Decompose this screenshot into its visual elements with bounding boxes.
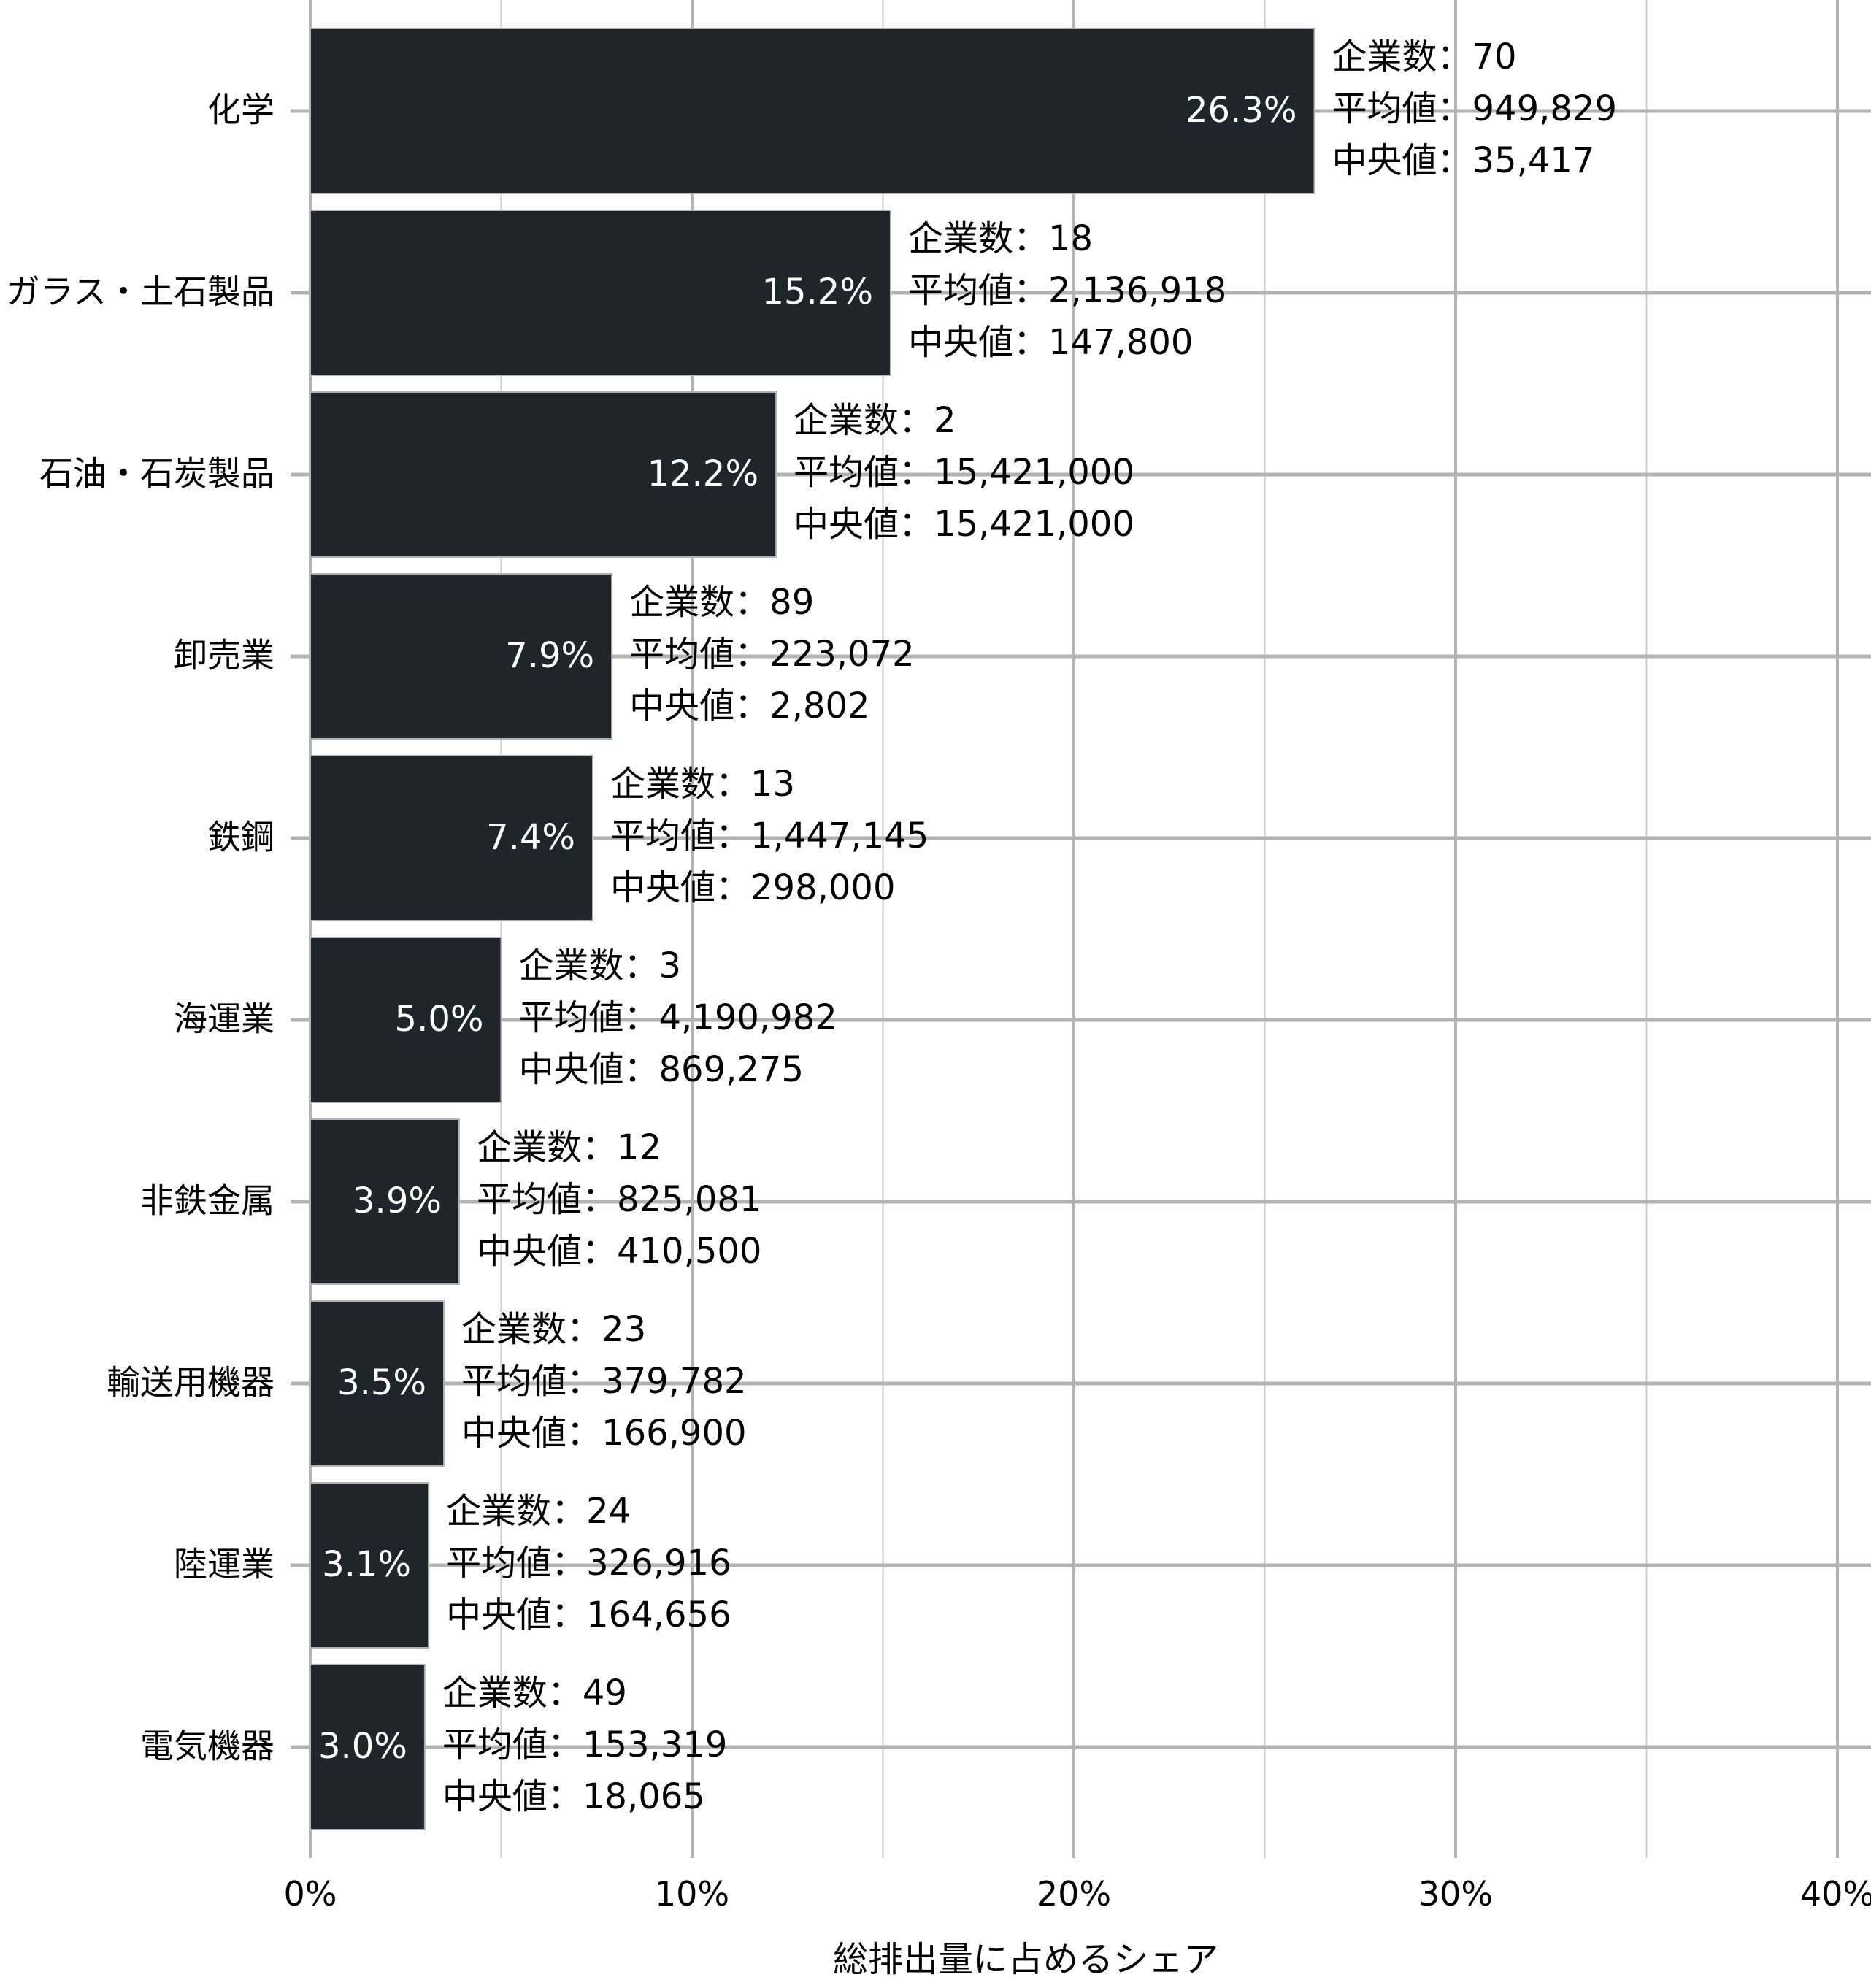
category-labels: 化学ガラス・土石製品石油・石炭製品卸売業鉄鋼海運業非鉄金属輸送用機器陸運業電気機…: [7, 91, 274, 1766]
bar-annotation-line: 中央値：18,065: [442, 1776, 705, 1817]
bar-annotation-line: 企業数：13: [610, 764, 795, 805]
bar-value-label: 3.5%: [337, 1362, 426, 1403]
bar-annotation-line: 中央値：869,275: [519, 1049, 804, 1090]
bar-value-label: 7.4%: [486, 817, 575, 858]
bar-annotation-line: 中央値：164,656: [446, 1594, 731, 1635]
bar-value-label: 3.9%: [353, 1181, 442, 1221]
category-label: 非鉄金属: [140, 1181, 274, 1221]
category-label: 陸運業: [174, 1545, 274, 1584]
category-label: 電気機器: [140, 1727, 274, 1766]
bar-annotation-line: 企業数：18: [908, 218, 1093, 259]
bar: [310, 1664, 426, 1830]
x-tick-label: 0%: [284, 1874, 337, 1914]
bar-annotation-line: 企業数：49: [442, 1673, 627, 1713]
bar: [310, 937, 502, 1103]
bar-annotation-line: 中央値：147,800: [908, 322, 1194, 363]
x-axis-title: 総排出量に占めるシェア: [833, 1939, 1218, 1980]
bar-annotation-line: 中央値：298,000: [610, 867, 896, 908]
bar-value-label: 5.0%: [395, 999, 484, 1040]
bar: [310, 1482, 430, 1649]
bars-group: 26.3% 企業数：70 平均値：949,829 中央値：35,417 15.2% 企業数…: [310, 28, 1617, 1830]
bar-annotation-line: 企業数：89: [629, 582, 814, 623]
x-tick-labels: 0% 10% 20% 30% 40%: [284, 1874, 1871, 1914]
bar: [310, 391, 777, 558]
bar-annotation-line: 平均値：326,916: [446, 1543, 731, 1584]
bar-annotation-line: 企業数：2: [794, 400, 956, 441]
bar-annotation-line: 平均値：1,447,145: [610, 815, 929, 856]
category-label: 海運業: [174, 999, 274, 1039]
bar-annotation-line: 企業数：12: [477, 1127, 661, 1168]
category-label: 鉄鋼: [207, 818, 274, 857]
x-tick-label: 10%: [655, 1874, 729, 1914]
bar: [310, 1300, 445, 1467]
category-label: 輸送用機器: [107, 1363, 274, 1402]
x-tick-label: 30%: [1418, 1874, 1493, 1914]
bar-annotation-line: 中央値：2,802: [629, 686, 869, 726]
bar-annotation-line: 中央値：15,421,000: [794, 504, 1134, 545]
bar-value-label: 3.0%: [318, 1726, 407, 1767]
bar-value-label: 3.1%: [322, 1544, 411, 1585]
bar: [310, 573, 613, 740]
bar-annotation-line: 企業数：23: [461, 1309, 646, 1350]
bar: [310, 755, 594, 921]
category-label: 卸売業: [174, 636, 274, 675]
bar-annotation-line: 中央値：166,900: [461, 1413, 747, 1454]
category-label: 化学: [207, 91, 274, 130]
bar-annotation-line: 平均値：4,190,982: [519, 997, 837, 1038]
bar-annotation-line: 平均値：153,319: [442, 1724, 728, 1765]
bar-annotation-line: 平均値：15,421,000: [794, 452, 1134, 493]
bar-value-label: 15.2%: [761, 272, 872, 312]
bar: [310, 210, 891, 376]
bar-annotation-line: 中央値：35,417: [1332, 140, 1594, 181]
bar: [310, 28, 1315, 194]
bar-annotation-line: 平均値：379,782: [461, 1361, 747, 1402]
category-label: ガラス・土石製品: [7, 272, 274, 312]
bar-annotation-line: 企業数：3: [519, 945, 682, 986]
bar-annotation-line: 中央値：410,500: [477, 1231, 762, 1272]
category-label: 石油・石炭製品: [39, 454, 274, 494]
bar-annotation-line: 企業数：70: [1332, 37, 1516, 77]
bar-annotation-line: 平均値：949,829: [1332, 88, 1617, 129]
bar-value-label: 7.9%: [505, 635, 594, 676]
bar-value-label: 26.3%: [1186, 90, 1296, 131]
bar-annotation-line: 平均値：223,072: [629, 634, 914, 675]
bar: [310, 1118, 460, 1285]
x-tick-label: 20%: [1037, 1874, 1111, 1914]
bar-value-label: 12.2%: [648, 453, 758, 494]
bar-annotation-line: 企業数：24: [446, 1491, 631, 1532]
bar-annotation-line: 平均値：825,081: [477, 1179, 762, 1220]
bar-annotation-line: 平均値：2,136,918: [908, 270, 1226, 311]
x-tick-label: 40%: [1800, 1874, 1871, 1914]
